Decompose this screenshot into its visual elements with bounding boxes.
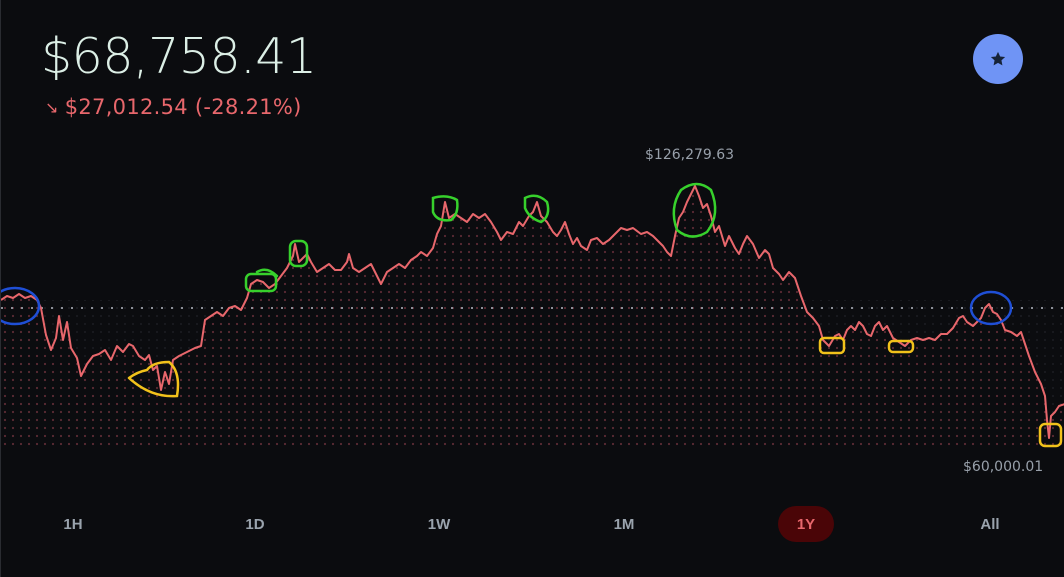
annotation-green-box-peak-c: [523, 194, 550, 224]
time-range-selector: 1H 1D 1W 1M 1Y All: [1, 498, 1064, 548]
favorite-button[interactable]: [973, 34, 1023, 84]
annotation-yellow-box-period-low: [1038, 422, 1063, 448]
annotation-green-box-peak-a: [288, 239, 309, 268]
chart-high-label: $126,279.63: [645, 147, 735, 163]
price-change: ↘ $27,012.54 (-28.21%): [45, 95, 302, 119]
range-1w-button[interactable]: 1W: [427, 515, 451, 533]
annotation-blue-circle-retest: [969, 290, 1013, 326]
range-1d-button[interactable]: 1D: [245, 515, 265, 533]
annotation-yellow-circle-early-low: [127, 360, 180, 398]
annotation-green-box-peak-b: [431, 195, 459, 222]
price-chart[interactable]: [1, 0, 1064, 480]
annotation-blue-circle-start: [1, 286, 41, 326]
annotation-green-circle-ath: [672, 182, 717, 238]
annotation-yellow-box-low-1: [818, 336, 846, 355]
annotation-yellow-box-low-2: [887, 339, 915, 354]
range-1h-button[interactable]: 1H: [63, 515, 83, 533]
chart-low-label: $60,000.01: [963, 459, 1044, 475]
range-1m-button[interactable]: 1M: [613, 515, 635, 533]
range-all-button[interactable]: All: [980, 515, 1000, 533]
range-1y-button[interactable]: 1Y: [778, 506, 834, 542]
current-price: $68,758.41: [41, 28, 317, 85]
price-change-value: $27,012.54 (-28.21%): [64, 95, 302, 119]
chart-area-fill: [1, 186, 1064, 450]
annotations: [1, 182, 1063, 448]
trend-down-arrow-icon: ↘: [45, 97, 59, 117]
star-icon: [990, 51, 1006, 66]
annotation-green-box-breakout: [244, 272, 278, 293]
